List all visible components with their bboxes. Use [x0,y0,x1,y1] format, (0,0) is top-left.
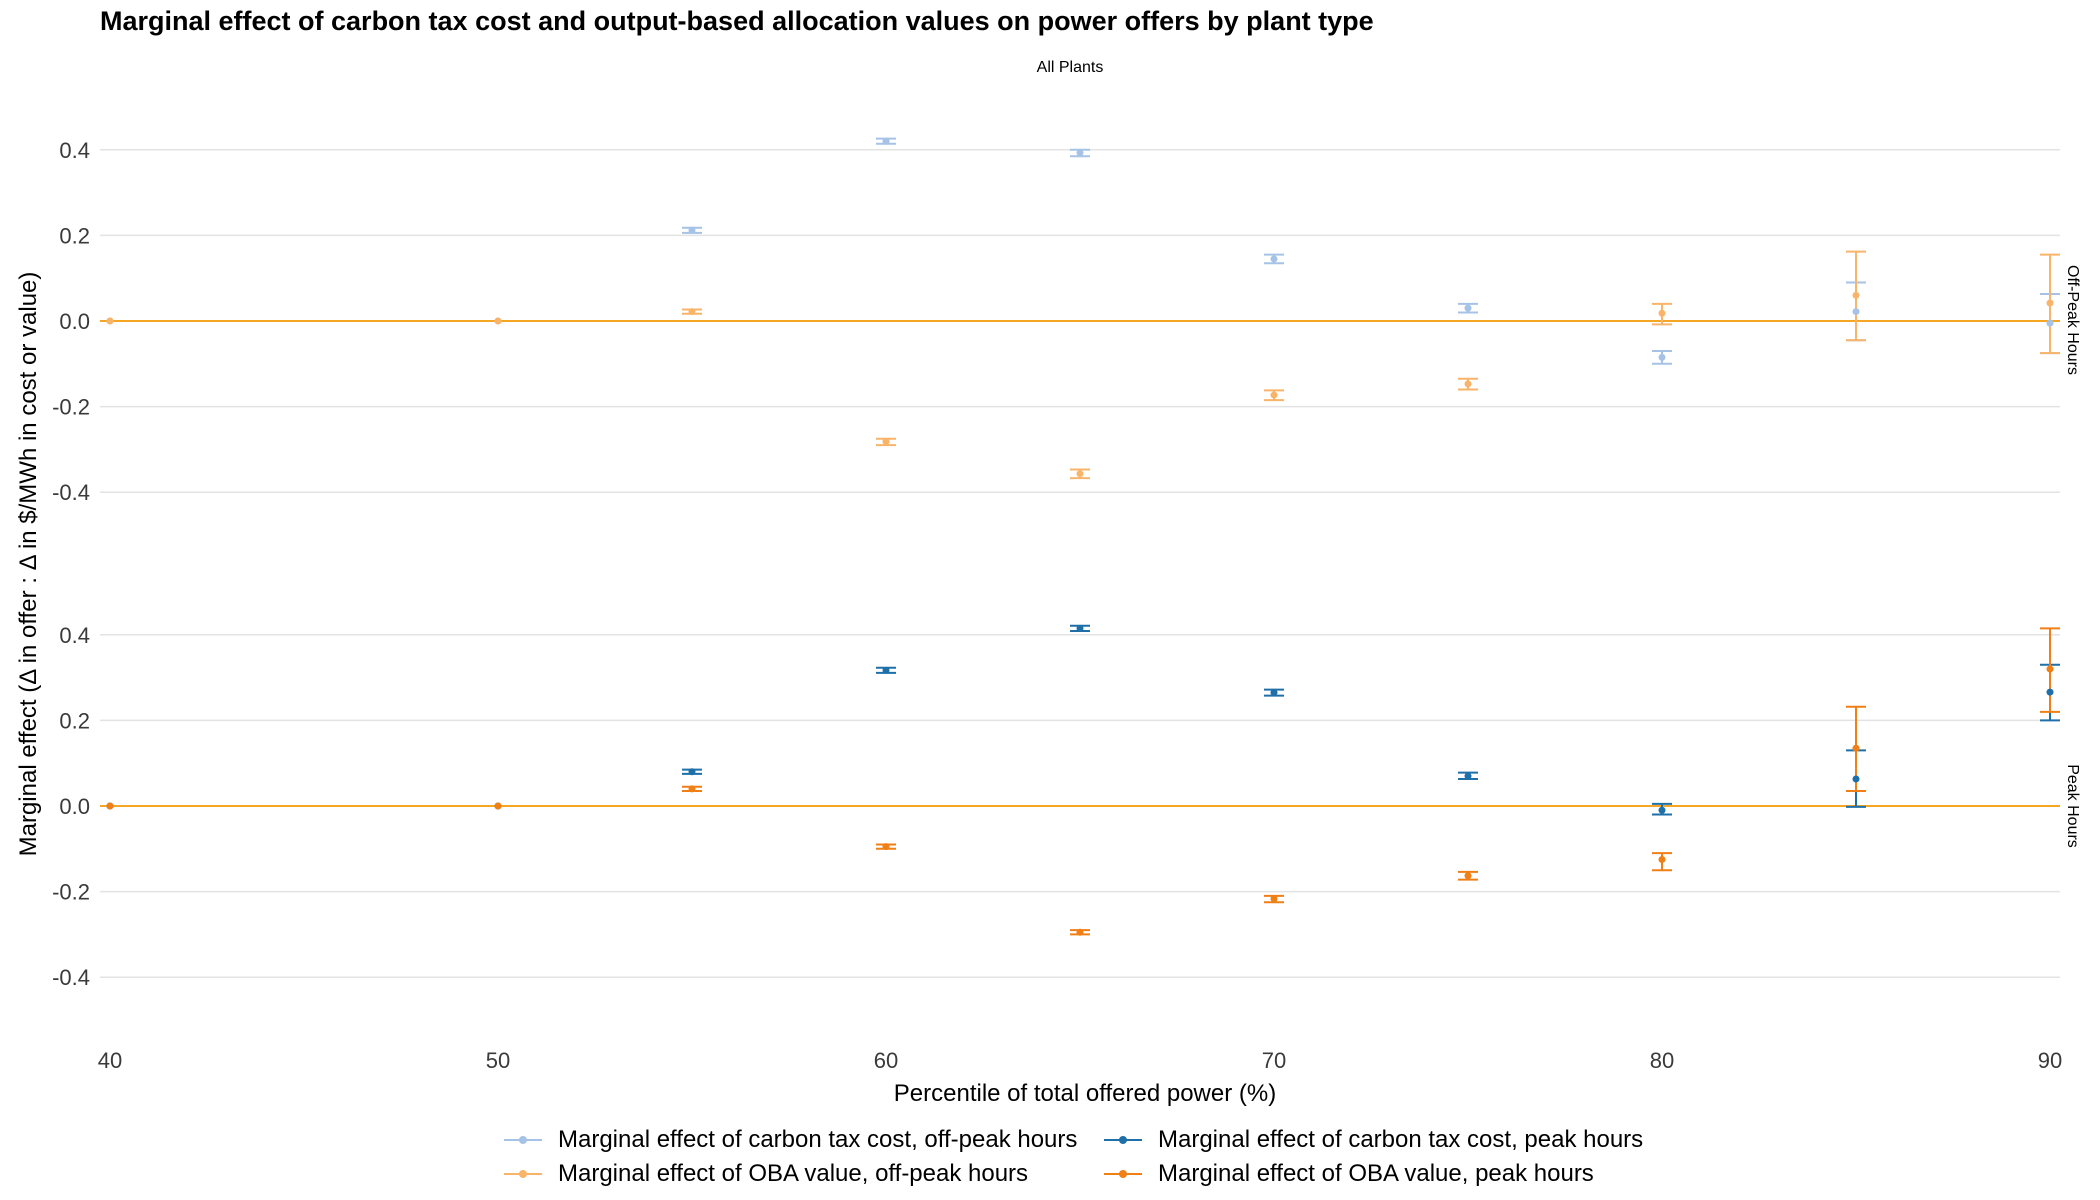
zero-lines [100,320,2060,807]
tick-labels: 0.4 0.2 0.0 -0.2 -0.4 0.4 0.2 0.0 -0.2 -0.4 40 50 60… [52,138,2062,1073]
chart-plot: 0.4 0.2 0.0 -0.2 -0.4 0.4 0.2 0.0 -0.2 -0.4 40 50 60… [15,137,2081,1107]
data-point [2046,688,2054,696]
data-point [1658,309,1666,317]
data-point [688,768,696,776]
x-tick-label: 90 [2038,1048,2062,1073]
y-tick-label: 0.0 [59,794,90,819]
data-point [1464,872,1472,880]
data-point [1658,806,1666,814]
data-point [1852,291,1860,299]
x-tick-label: 80 [1650,1048,1674,1073]
data-point [2046,299,2054,307]
data-point [882,137,890,145]
x-tick-label: 50 [486,1048,510,1073]
data-point [1270,689,1278,697]
y-tick-label: 0.2 [59,223,90,248]
data-point [882,438,890,446]
x-tick-label: 40 [98,1048,122,1073]
legend: Marginal effect of carbon tax cost, off-… [500,1126,1700,1188]
gridlines [100,149,2060,978]
data-point [1270,255,1278,263]
data-point [1076,149,1084,157]
data-point [1658,856,1666,863]
data-point [2046,319,2054,327]
data-point [1076,470,1084,478]
y-tick-label: -0.2 [52,880,90,905]
legend-key-icon [504,1170,542,1178]
x-tick-label: 70 [1262,1048,1286,1073]
data-point [106,317,114,325]
legend-label: Marginal effect of carbon tax cost, off-… [558,1126,1078,1153]
legend-item-oba-offpeak: Marginal effect of OBA value, off-peak h… [500,1160,1100,1188]
y-tick-label: -0.4 [52,965,90,990]
data-point [1270,895,1278,903]
data-point [1852,775,1860,783]
data-point [2046,665,2054,673]
legend-item-carbon-peak: Marginal effect of carbon tax cost, peak… [1100,1126,1700,1154]
y-tick-label: 0.4 [59,623,90,648]
y-tick-label: -0.4 [52,480,90,505]
legend-label: Marginal effect of carbon tax cost, peak… [1158,1126,1644,1153]
data-point [882,843,890,851]
y-tick-label: -0.2 [52,395,90,420]
data-point [1076,928,1084,936]
panel-strip-offpeak: Off-Peak Hours [2064,265,2081,375]
data-point [1852,308,1860,316]
chart-title: Marginal effect of carbon tax cost and o… [100,6,1374,36]
y-tick-label: 0.0 [59,309,90,334]
data-point [494,317,502,325]
legend-key-icon [1104,1136,1142,1144]
legend-key-icon [504,1136,542,1144]
x-axis-title: Percentile of total offered power (%) [894,1080,1276,1107]
legend-key-icon [1104,1170,1142,1178]
x-tick-label: 60 [874,1048,898,1073]
data-point [688,226,696,234]
data-point [494,802,502,810]
panel-strip-peak: Peak Hours [2064,764,2081,848]
y-axis-title: Marginal effect (Δ in offer : Δ in $/MWh… [15,272,42,857]
data-point [1464,380,1472,388]
data-point [1076,624,1084,632]
y-tick-label: 0.4 [59,138,90,163]
legend-label: Marginal effect of OBA value, peak hours [1158,1160,1594,1187]
data-point [106,802,114,810]
data-points [106,137,2054,936]
chart-subtitle: All Plants [1036,59,1104,76]
data-point [882,666,890,674]
legend-item-carbon-offpeak: Marginal effect of carbon tax cost, off-… [500,1126,1100,1154]
error-bars [682,137,2060,936]
data-point [1658,353,1666,361]
data-point [688,785,696,793]
data-point [1270,391,1278,399]
legend-label: Marginal effect of OBA value, off-peak h… [558,1160,1029,1187]
data-point [1464,772,1472,780]
data-point [1852,744,1860,752]
y-tick-label: 0.2 [59,708,90,733]
data-point [1464,304,1472,312]
legend-item-oba-peak: Marginal effect of OBA value, peak hours [1100,1160,1700,1188]
data-point [688,308,696,316]
